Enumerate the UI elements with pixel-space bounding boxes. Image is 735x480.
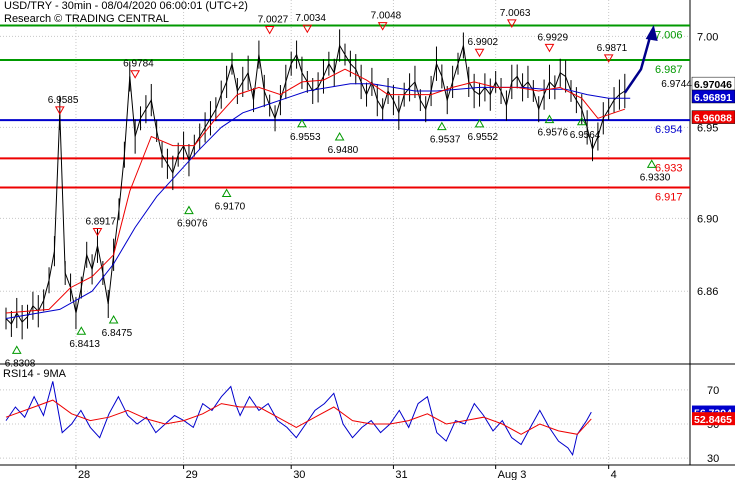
swing-high-label: 6.9902 xyxy=(468,37,499,48)
swing-low-marker xyxy=(474,118,485,128)
swing-low-label: 6.9170 xyxy=(215,201,246,212)
swing-low-label: 6.9076 xyxy=(177,219,208,230)
y-tick-label: 6.95 xyxy=(697,122,718,134)
swing-low-marker xyxy=(221,188,232,197)
swing-low-marker xyxy=(436,121,447,131)
swing-low-label: 6.8308 xyxy=(5,358,36,369)
price-tag-label-ma_slow: 6.96891 xyxy=(694,92,732,104)
swing-high-label: 6.9871 xyxy=(597,43,628,54)
swing-low-marker xyxy=(576,116,587,126)
swing-low-marker xyxy=(108,314,119,324)
swing-high-marker xyxy=(130,70,141,79)
rsi-ma-line xyxy=(5,399,592,435)
swing-low-marker xyxy=(76,326,87,335)
swing-low-label: 6.8413 xyxy=(69,339,100,350)
swing-high-marker xyxy=(54,106,65,115)
rsi-tag-rsi_ma xyxy=(692,412,735,426)
x-tick-label: 29 xyxy=(186,469,198,480)
swing-high-label: 7.0063 xyxy=(500,8,531,19)
x-tick-label: 31 xyxy=(395,469,407,480)
swing-low-marker xyxy=(544,114,555,124)
x-tick-label: 28 xyxy=(78,469,90,480)
swing-high-marker xyxy=(302,24,313,34)
target-label: 6.9744 xyxy=(661,79,692,90)
level-label-support: 6.933 xyxy=(655,162,683,174)
swing-high-marker xyxy=(474,48,485,58)
swing-high-label: 6.9929 xyxy=(537,32,568,43)
swing-low-label: 6.9480 xyxy=(328,145,359,156)
rsi-tag-label-rsi_ma: 52.8465 xyxy=(694,414,732,426)
swing-high-label: 6.9585 xyxy=(48,95,79,106)
swing-high-marker xyxy=(544,43,555,53)
price-tag-label-ma_fast: 6.96088 xyxy=(694,113,732,125)
swing-low-label: 6.9553 xyxy=(290,132,321,143)
level-label-resistance: 7.006 xyxy=(655,29,683,41)
price-tag-ma_fast xyxy=(691,110,735,124)
level-label-support: 6.917 xyxy=(655,191,683,203)
swing-high-marker xyxy=(506,19,517,28)
swing-low-label: 6.9552 xyxy=(468,132,499,143)
swing-high-marker xyxy=(92,228,103,237)
swing-high-label: 6.8917 xyxy=(85,217,116,228)
chart-title: USD/TRY - 30min - 08/04/2020 06:00:01 (U… xyxy=(4,0,248,12)
ma-fast-line xyxy=(5,68,625,314)
swing-low-marker xyxy=(297,118,307,128)
swing-low-label: 6.9537 xyxy=(430,135,461,146)
price-tag-ma_slow xyxy=(691,89,735,104)
rsi-y-tick-label: 30 xyxy=(707,453,719,465)
swing-high-marker xyxy=(377,22,388,31)
swing-low-marker xyxy=(184,205,194,215)
y-tick-label: 7.00 xyxy=(697,31,718,43)
level-label-resistance: 6.987 xyxy=(655,64,683,76)
swing-high-label: 7.0034 xyxy=(295,13,326,24)
rsi-line xyxy=(5,381,592,457)
swing-low-label: 6.9564 xyxy=(570,130,601,141)
rsi-y-tick-label: 70 xyxy=(707,385,719,397)
ma-slow-line xyxy=(5,83,631,319)
chart-credit: Research © TRADING CENTRAL xyxy=(4,13,169,25)
swing-low-label: 6.9330 xyxy=(640,172,671,183)
swing-low-marker xyxy=(334,132,345,141)
swing-low-label: 6.8475 xyxy=(102,328,133,339)
y-tick-label: 6.90 xyxy=(697,213,718,225)
forecast-arrow-line xyxy=(623,30,653,94)
swing-high-label: 7.0027 xyxy=(258,14,289,25)
swing-low-label: 6.9576 xyxy=(537,128,568,139)
rsi-title: RSI14 - 9MA xyxy=(3,368,66,380)
forecast-arrowhead xyxy=(645,24,658,41)
swing-high-label: 6.9784 xyxy=(123,59,154,70)
swing-high-marker xyxy=(264,25,275,35)
x-tick-label: Aug 3 xyxy=(498,469,527,480)
y-tick-label: 6.86 xyxy=(697,286,718,298)
x-tick-label: 30 xyxy=(293,469,305,480)
x-tick-label: 4 xyxy=(611,469,617,480)
level-label-pivot: 6.954 xyxy=(655,124,683,136)
price-tag-label-current: 6.97046 xyxy=(694,79,732,91)
swing-low-marker xyxy=(646,159,657,168)
swing-high-label: 7.0048 xyxy=(371,11,402,22)
swing-high-marker xyxy=(603,54,614,63)
swing-low-marker xyxy=(11,345,22,354)
